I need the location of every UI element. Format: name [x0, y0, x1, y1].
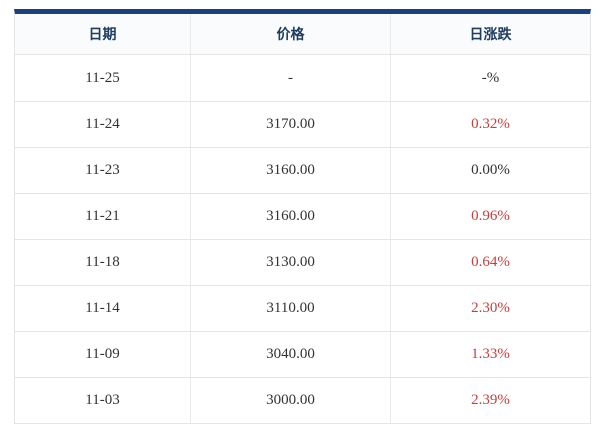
table-row: 11-14 3110.00 2.30%: [15, 285, 590, 331]
change-cell: 0.32%: [471, 116, 510, 132]
price-cell: 3170.00: [191, 102, 391, 147]
date-cell: 11-25: [15, 55, 191, 101]
price-cell: -: [191, 55, 391, 101]
date-cell: 11-18: [15, 240, 191, 285]
column-header-date: 日期: [15, 14, 191, 54]
change-cell: 1.33%: [471, 346, 510, 362]
change-cell: 2.30%: [471, 300, 510, 316]
change-cell: 0.96%: [471, 208, 510, 224]
date-cell: 11-21: [15, 194, 191, 239]
date-cell: 11-14: [15, 286, 191, 331]
table-row: 11-23 3160.00 0.00%: [15, 147, 590, 193]
date-cell: 11-23: [15, 148, 191, 193]
table-row: 11-25 - -%: [15, 55, 590, 101]
date-cell: 11-03: [15, 378, 191, 423]
price-cell: 3000.00: [191, 378, 391, 423]
table-row: 11-18 3130.00 0.64%: [15, 239, 590, 285]
price-cell: 3160.00: [191, 194, 391, 239]
change-cell: 2.39%: [471, 392, 510, 408]
price-cell: 3040.00: [191, 332, 391, 377]
table-row: 11-24 3170.00 0.32%: [15, 101, 590, 147]
column-header-daily-change: 日涨跌: [469, 27, 512, 43]
price-cell: 3130.00: [191, 240, 391, 285]
table-row: 11-09 3040.00 1.33%: [15, 331, 590, 377]
date-cell: 11-09: [15, 332, 191, 377]
table-header-row: 日期 价格 日涨跌: [15, 14, 590, 55]
change-cell: -%: [481, 69, 500, 86]
price-table: 日期 价格 日涨跌 11-25 - -% 11-24 3170.00 0.32%…: [14, 9, 591, 424]
price-cell: 3160.00: [191, 148, 391, 193]
column-header-price: 价格: [191, 14, 391, 54]
table-row: 11-03 3000.00 2.39%: [15, 377, 590, 423]
price-cell: 3110.00: [191, 286, 391, 331]
table-body: 11-25 - -% 11-24 3170.00 0.32% 11-23 316…: [15, 55, 590, 423]
change-cell: 0.00%: [471, 162, 510, 178]
table-row: 11-21 3160.00 0.96%: [15, 193, 590, 239]
date-cell: 11-24: [15, 102, 191, 147]
change-cell: 0.64%: [471, 254, 510, 270]
